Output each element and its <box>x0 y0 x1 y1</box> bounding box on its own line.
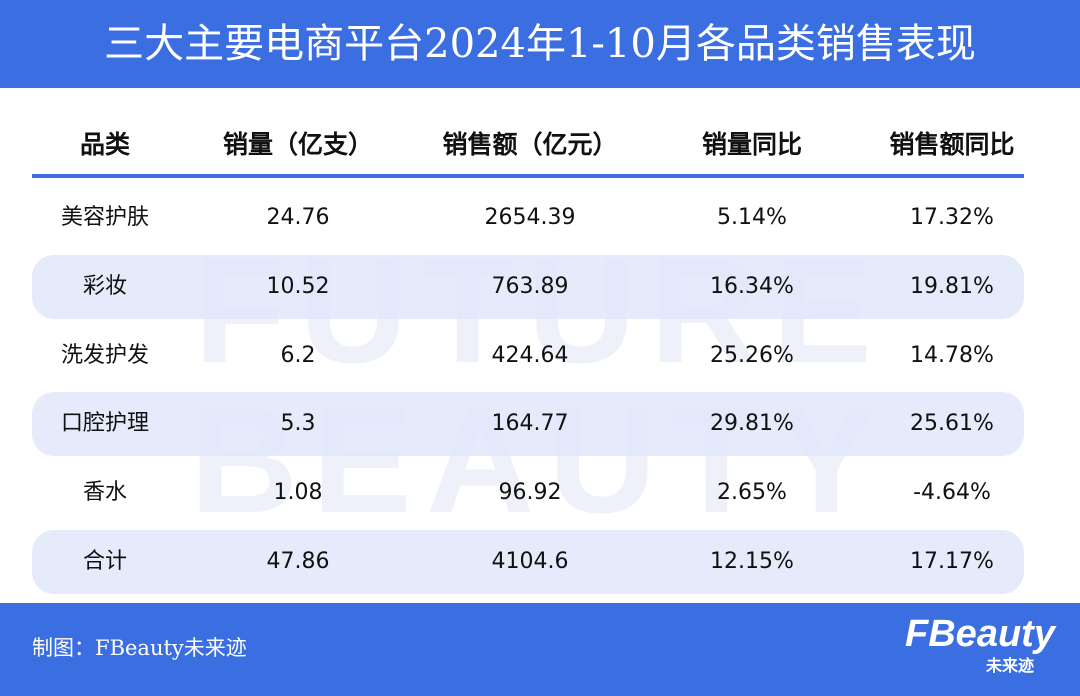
table-cell: 口腔护理 <box>60 411 149 437</box>
table-cell: 29.81% <box>710 411 794 437</box>
credit: 制图：FBeauty未来迹 <box>32 636 247 660</box>
logo-sub: 未来迹 <box>985 656 1034 675</box>
table-cell: 12.15% <box>710 549 794 574</box>
table-cell: 16.34% <box>710 273 794 299</box>
table-cell: 25.26% <box>710 342 794 368</box>
table-cell: 24.76 <box>266 205 330 230</box>
table-cell: 6.2 <box>280 342 316 368</box>
table-cell: 2.65% <box>717 480 787 506</box>
row-band <box>32 392 1024 457</box>
footer-bar <box>0 603 1080 696</box>
table-cell: 2654.39 <box>484 205 576 230</box>
table-cell: 17.32% <box>910 205 994 230</box>
table-cell: 25.61% <box>910 411 994 437</box>
column-header: 销量（亿支） <box>222 130 373 159</box>
column-header: 品类 <box>79 130 130 159</box>
table-cell: 5.14% <box>717 205 787 230</box>
table-cell: 4104.6 <box>491 549 569 574</box>
table-cell: 香水 <box>82 480 127 506</box>
table-cell: 17.17% <box>910 549 994 574</box>
table-cell: 424.64 <box>491 342 569 368</box>
table-cell: 合计 <box>82 549 127 574</box>
column-header: 销售额（亿元） <box>442 130 618 159</box>
table-cell: 19.81% <box>910 273 994 299</box>
table-cell: 14.78% <box>910 342 994 368</box>
table-cell: 96.92 <box>498 480 562 506</box>
table-cell: 47.86 <box>266 549 330 574</box>
table-cell: 763.89 <box>491 273 569 299</box>
column-header: 销量同比 <box>701 130 802 159</box>
table-cell: 美容护肤 <box>60 205 149 230</box>
table-cell: 彩妆 <box>82 273 127 299</box>
logo: FBeauty <box>905 613 1055 655</box>
title: 三大主要电商平台2024年1-10月各品类销售表现 <box>104 21 976 67</box>
header-bar <box>0 0 1080 88</box>
table-cell: 164.77 <box>491 411 569 437</box>
header-rule <box>32 174 1024 178</box>
row-band <box>32 254 1024 319</box>
table-cell: 1.08 <box>273 480 323 506</box>
table-cell: -4.64% <box>913 480 991 506</box>
table-cell: 洗发护发 <box>60 342 149 368</box>
column-header: 销售额同比 <box>889 130 1015 159</box>
table-cell: 5.3 <box>280 411 316 437</box>
row-band <box>32 530 1024 594</box>
table-cell: 10.52 <box>266 273 330 299</box>
